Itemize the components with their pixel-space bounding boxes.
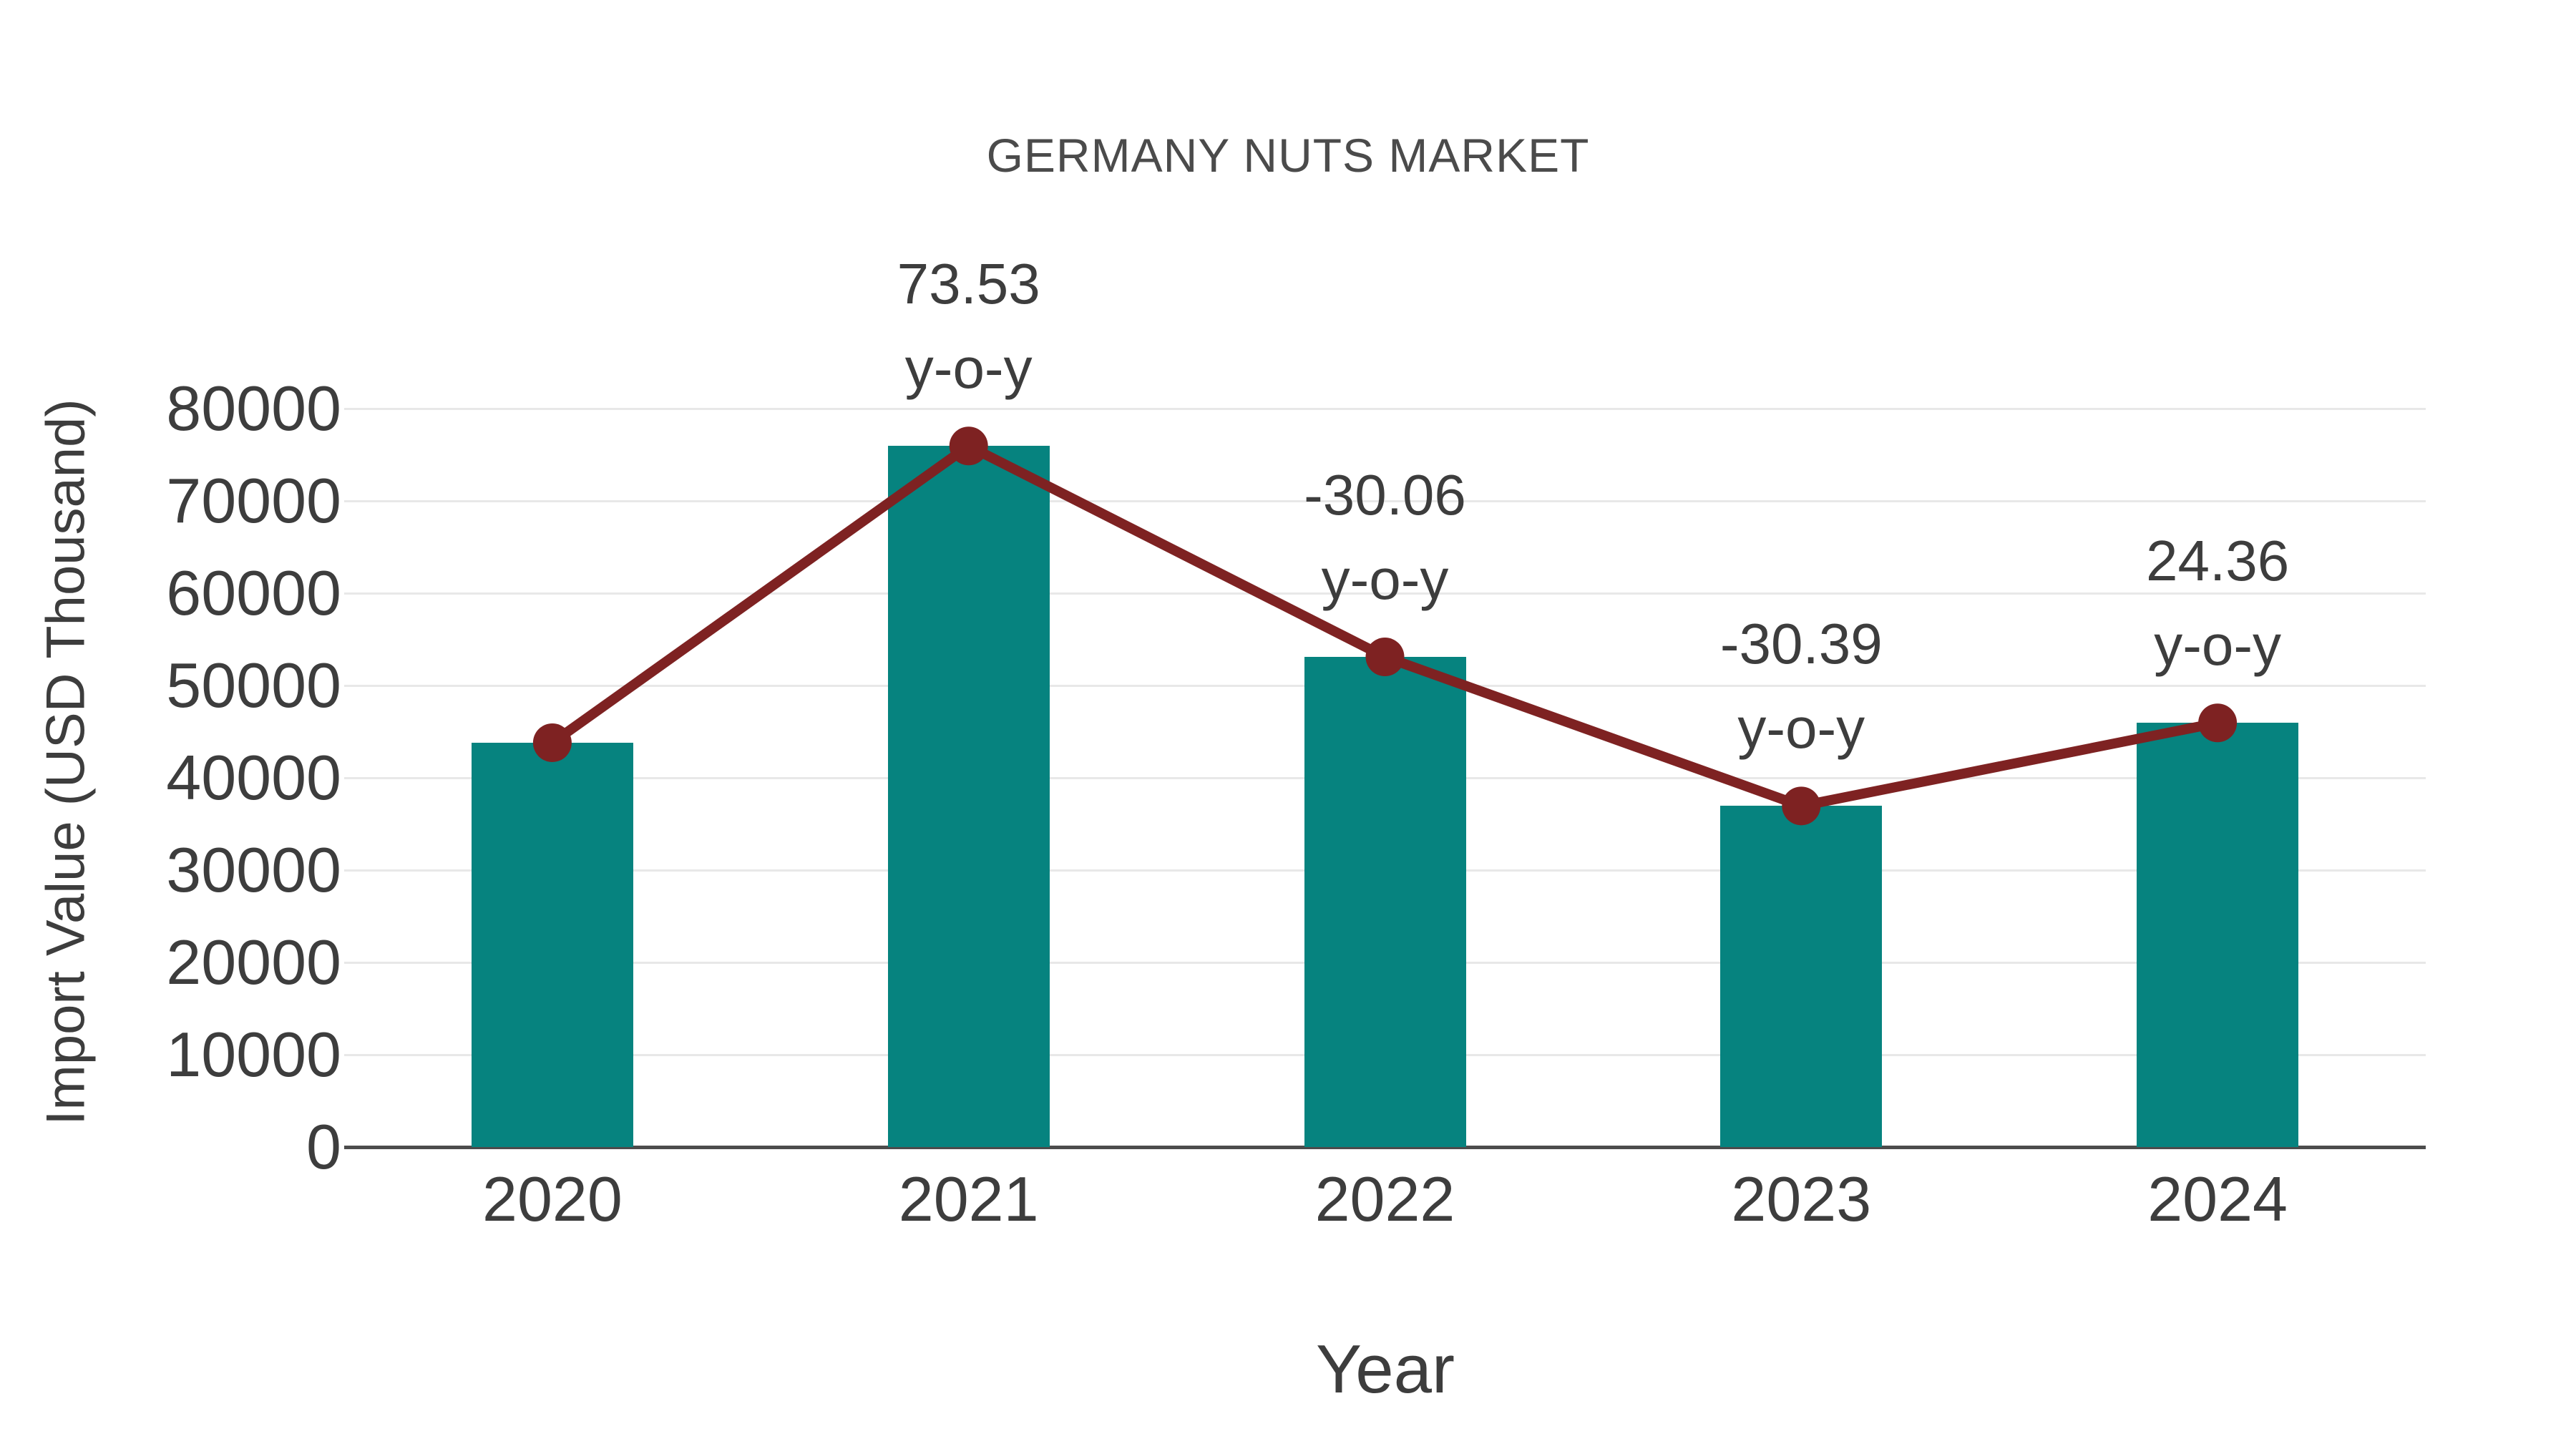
yoy-label-value-2023: -30.39: [1719, 612, 1883, 676]
yoy-label-2024: 24.36 y-o-y: [1989, 519, 2446, 688]
x-axis-title: Year: [1316, 1331, 1455, 1407]
x-tick-label-2021: 2021: [898, 1163, 1039, 1234]
y-tick-label-50000: 50000: [166, 650, 341, 721]
yoy-label-value-2022: -30.06: [1304, 463, 1466, 527]
bar-2023: [1720, 806, 1883, 1147]
chart-title: GERMANY NUTS MARKET: [986, 129, 1590, 182]
y-tick-label-70000: 70000: [166, 465, 341, 536]
x-tick-label-2022: 2022: [1314, 1163, 1455, 1234]
yoy-label-suffix-2022: y-o-y: [1321, 547, 1449, 611]
y-tick-label-60000: 60000: [166, 557, 341, 628]
yoy-label-value-2021: 73.53: [897, 252, 1040, 316]
y-tick-label-0: 0: [306, 1111, 341, 1182]
x-tick-label-2024: 2024: [2147, 1163, 2288, 1234]
bar-2024: [2137, 723, 2299, 1147]
y-tick-label-10000: 10000: [166, 1019, 341, 1090]
yoy-label-2021: 73.53 y-o-y: [740, 242, 1198, 411]
y-tick-label-30000: 30000: [166, 834, 341, 905]
bar-2021: [887, 446, 1050, 1147]
y-tick-label-20000: 20000: [166, 927, 341, 997]
y-tick-label-40000: 40000: [166, 742, 341, 813]
y-tick-label-80000: 80000: [166, 373, 341, 444]
x-tick-label-2023: 2023: [1731, 1163, 1872, 1234]
bar-2020: [471, 742, 633, 1147]
yoy-label-suffix-2024: y-o-y: [2154, 613, 2281, 678]
yoy-label-suffix-2023: y-o-y: [1737, 696, 1865, 761]
yoy-label-value-2024: 24.36: [2145, 529, 2290, 593]
gridline-80000: [344, 407, 2426, 410]
yoy-label-suffix-2021: y-o-y: [904, 336, 1033, 401]
x-tick-label-2020: 2020: [482, 1163, 623, 1234]
yoy-label-2022: -30.06 y-o-y: [1156, 453, 1614, 622]
bar-2022: [1304, 657, 1466, 1147]
yoy-label-2023: -30.39 y-o-y: [1572, 602, 2030, 771]
x-axis-line: [344, 1145, 2426, 1149]
